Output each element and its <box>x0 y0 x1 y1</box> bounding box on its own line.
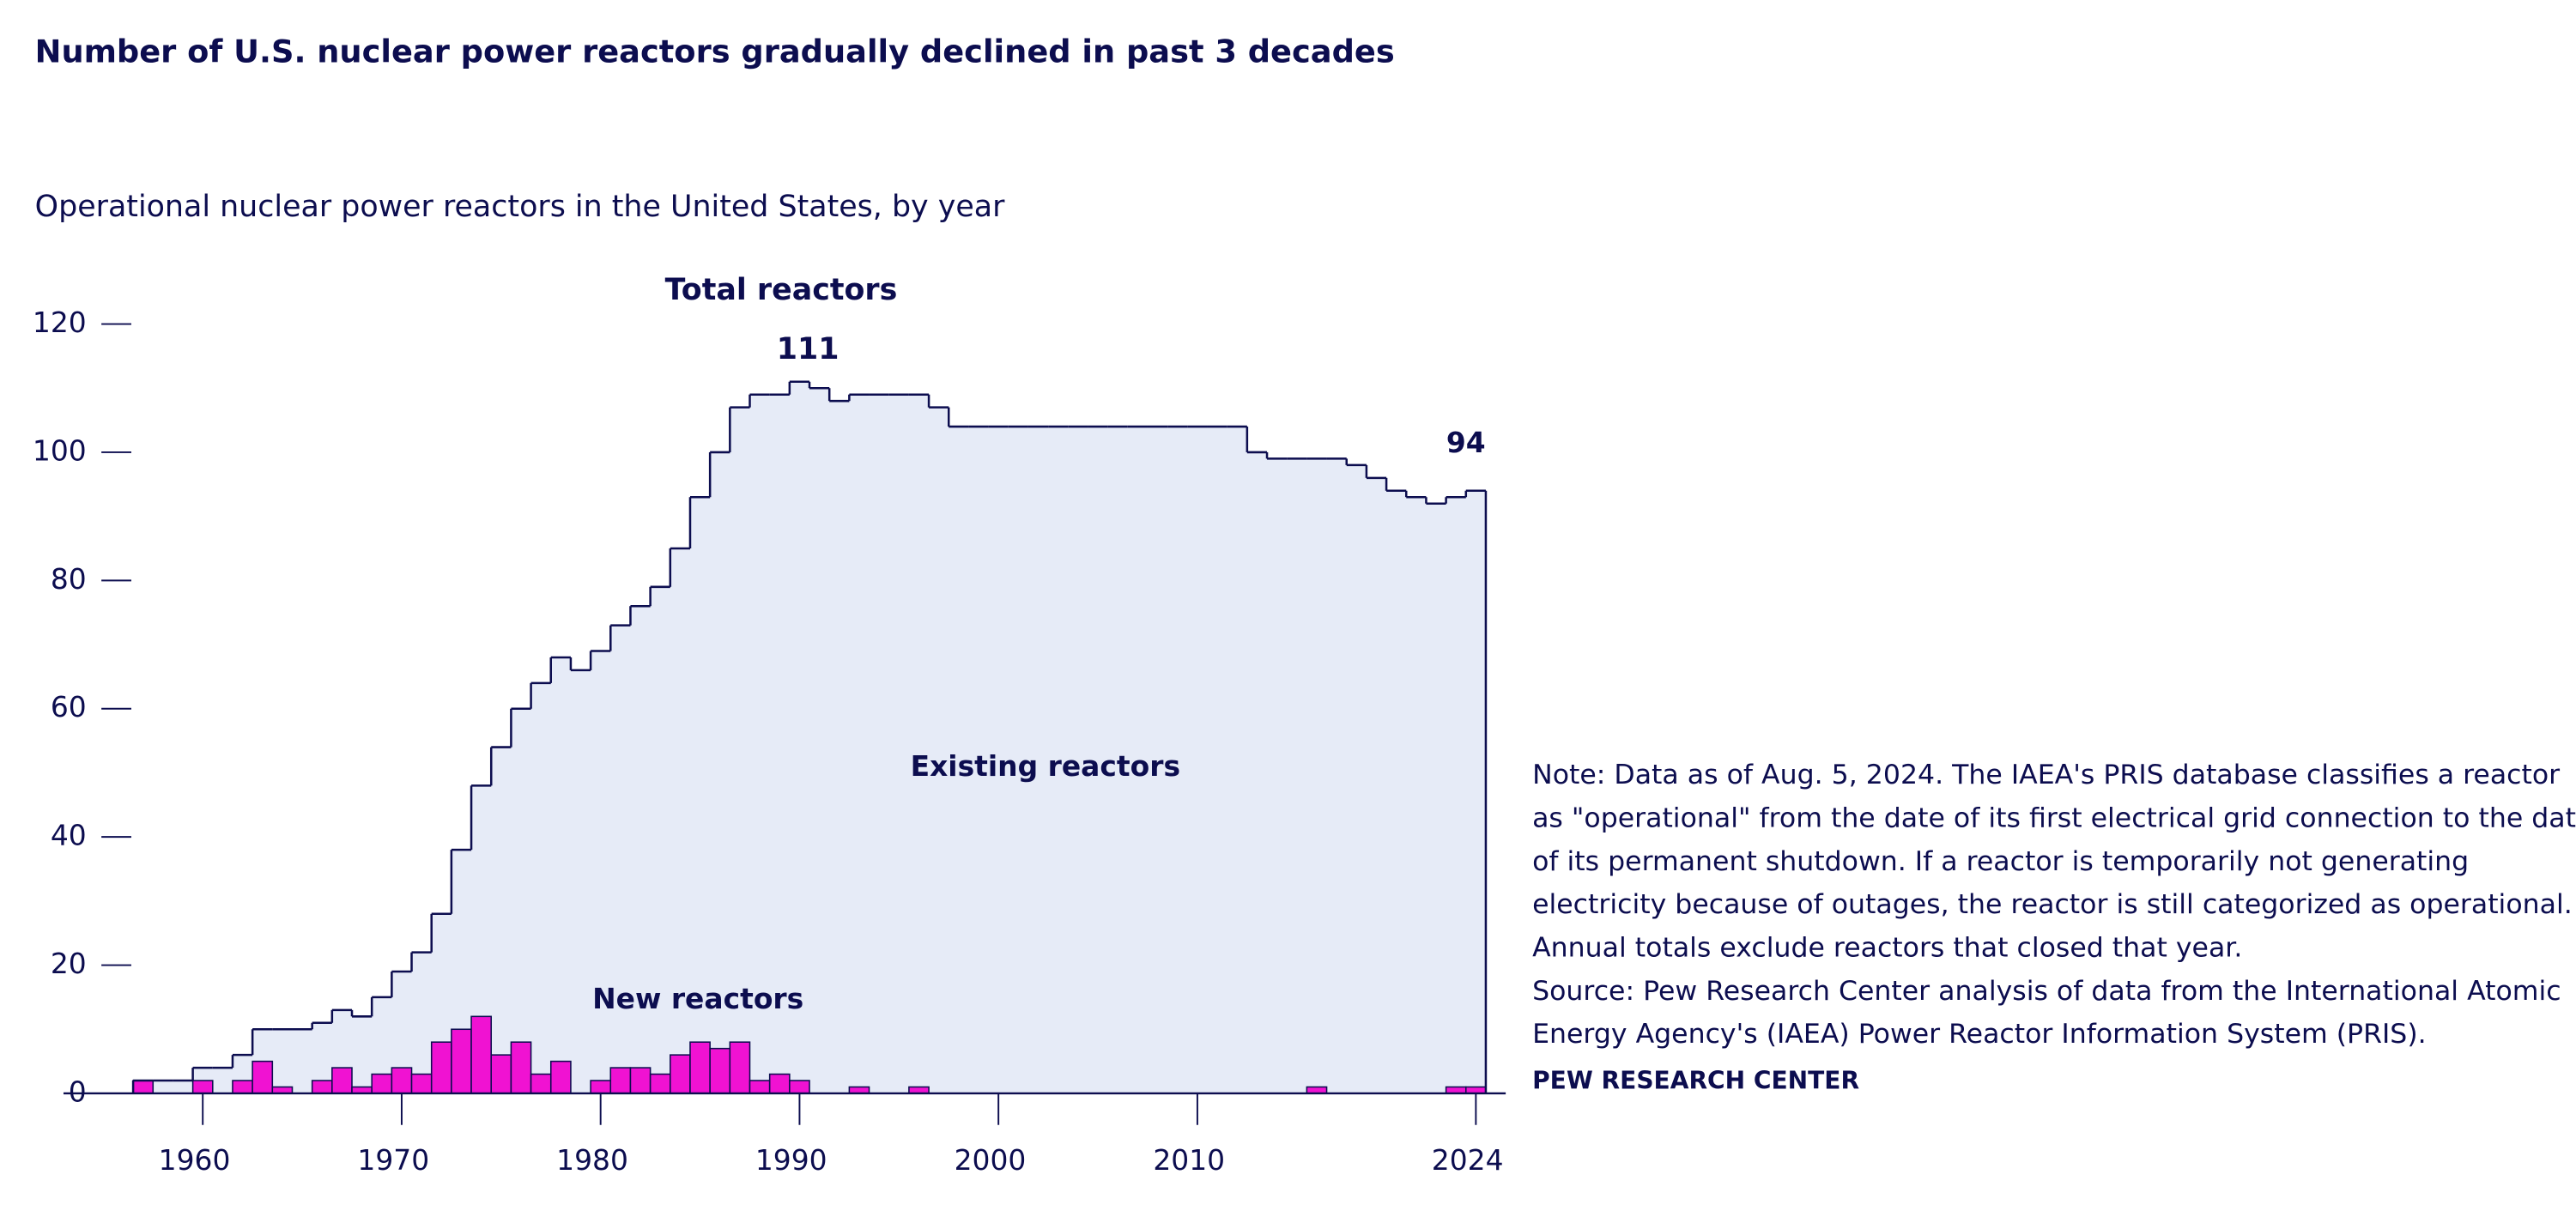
x-tick-label: 1970 <box>357 1143 429 1177</box>
bar <box>490 1054 512 1094</box>
bar <box>670 1054 691 1094</box>
area <box>133 381 1486 1093</box>
bar <box>451 1028 472 1094</box>
bar <box>430 1041 452 1094</box>
x-tick-label: 1990 <box>755 1143 827 1177</box>
y-tick-label: 100 <box>33 433 87 467</box>
x-tick-label: 1960 <box>159 1143 231 1177</box>
bar <box>768 1073 791 1094</box>
bar <box>371 1073 393 1094</box>
bar <box>510 1041 532 1094</box>
credit: PEW RESEARCH CENTER <box>1532 1066 1859 1094</box>
note-line: Source: Pew Research Center analysis of … <box>1532 976 2561 1007</box>
y-tick-label: 20 <box>51 947 87 980</box>
annotation: Existing reactors <box>911 749 1180 783</box>
bar <box>749 1080 771 1094</box>
bar <box>590 1080 612 1094</box>
bar <box>649 1073 671 1094</box>
bar <box>789 1080 810 1094</box>
note-line: Energy Agency's (IAEA) Power Reactor Inf… <box>1532 1019 2427 1050</box>
bar <box>191 1080 214 1094</box>
chart-title: Number of U.S. nuclear power reactors gr… <box>35 33 1395 70</box>
y-tick-label: 0 <box>69 1075 87 1108</box>
bar <box>609 1067 632 1094</box>
note-line: electricity because of outages, the reac… <box>1532 889 2573 920</box>
bar <box>689 1041 711 1094</box>
bar <box>252 1060 274 1094</box>
bar <box>549 1060 572 1094</box>
series-label: New reactors <box>592 982 803 1015</box>
x-tick-label: 2024 <box>1432 1143 1504 1177</box>
bar <box>629 1067 652 1094</box>
y-tick-label: 60 <box>51 690 87 724</box>
data-label: 111 <box>777 332 839 366</box>
y-tick-label: 80 <box>51 562 87 596</box>
plot: 0 20 40 60 80 100 120 111 94 1960 1970 1980 1990 2000… <box>33 306 1506 1177</box>
note-line: as "operational" from the date of its fi… <box>1532 802 2576 833</box>
bar <box>709 1047 731 1094</box>
y-tick-label: 40 <box>51 819 87 852</box>
bar <box>410 1073 433 1094</box>
x-tick-label: 2000 <box>955 1143 1027 1177</box>
bar <box>391 1067 413 1094</box>
bar <box>470 1015 493 1094</box>
bar <box>232 1080 253 1094</box>
note-line: Note: Data as of Aug. 5, 2024. The IAEA'… <box>1532 760 2560 790</box>
note-line: of its permanent shutdown. If a reactor … <box>1532 846 2469 877</box>
chart-subtitle: Operational nuclear power reactors in th… <box>35 190 1005 224</box>
bar <box>311 1080 333 1094</box>
x-tick-label: 2010 <box>1153 1143 1225 1177</box>
bar <box>132 1080 155 1094</box>
series-label: Total reactors <box>665 273 898 307</box>
note-line: Annual totals exclude reactors that clos… <box>1532 933 2242 964</box>
bar <box>331 1067 353 1094</box>
data-label: 94 <box>1446 426 1486 459</box>
x-tick-label: 1980 <box>556 1143 628 1177</box>
y-tick-label: 120 <box>33 306 87 339</box>
bar <box>530 1073 552 1094</box>
bar <box>729 1041 751 1094</box>
